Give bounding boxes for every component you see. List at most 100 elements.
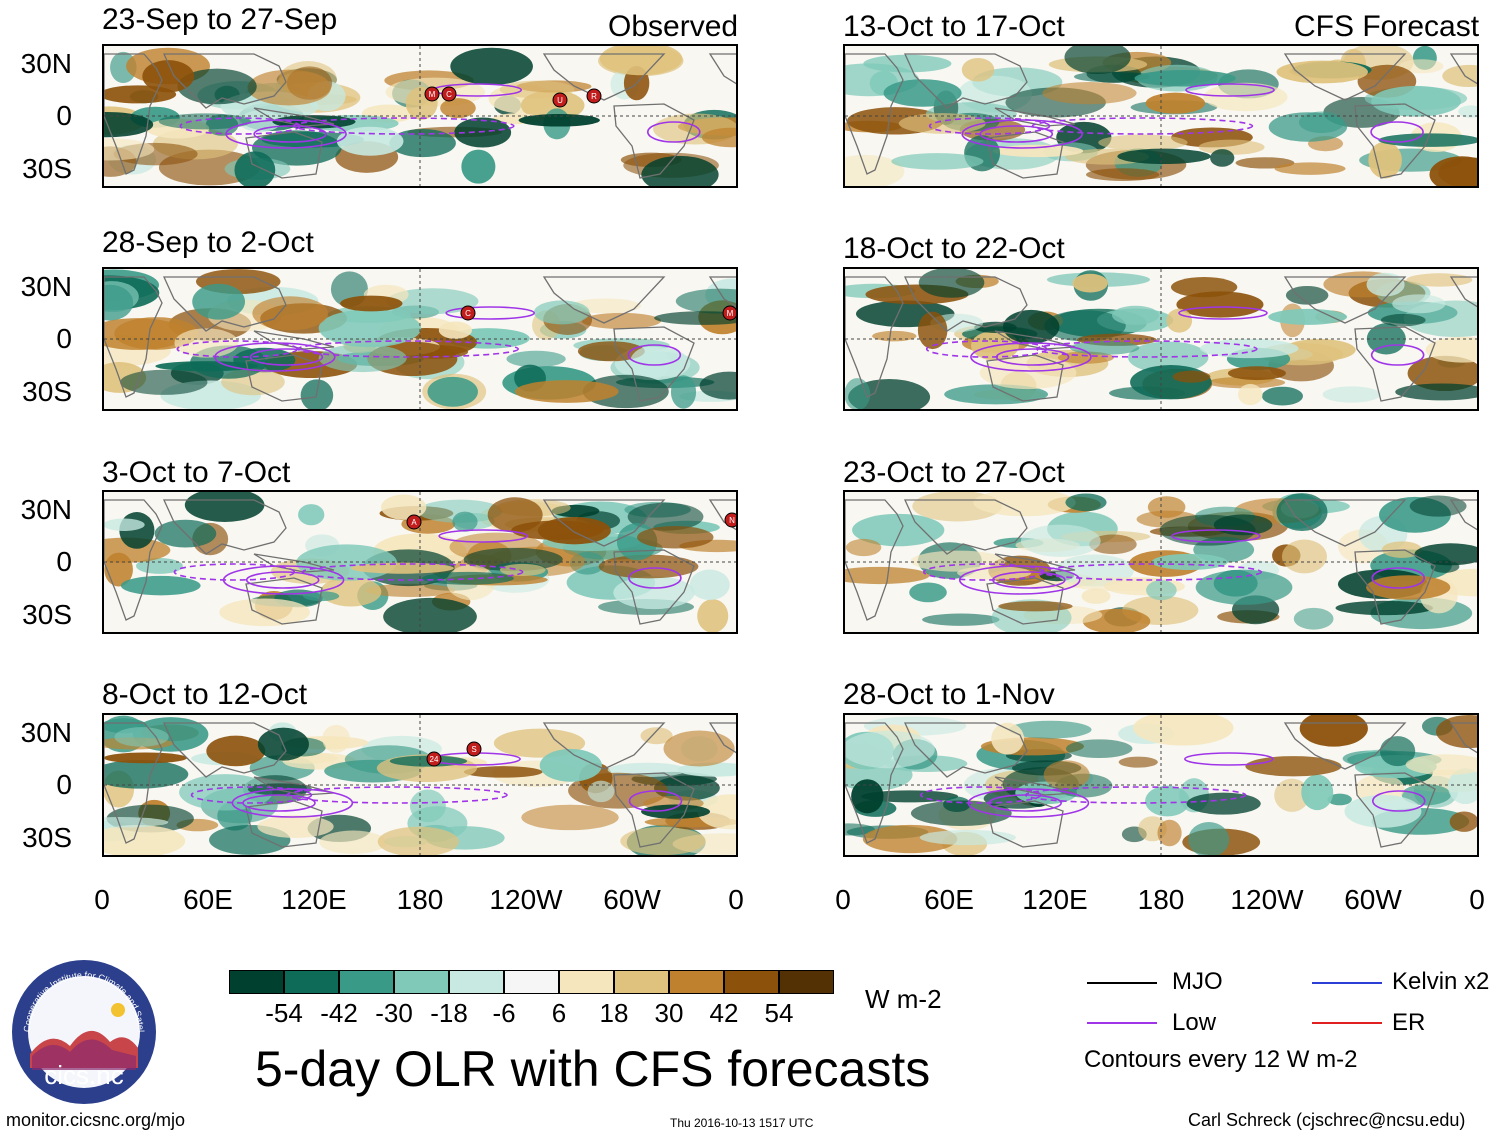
low-legend-label: Low [1172,1009,1217,1036]
olr-anomaly-blob [1086,168,1160,182]
olr-anomaly-blob [1145,785,1190,817]
olr-anomaly-blob [613,576,695,610]
lat-label: 30S [22,599,72,630]
olr-anomaly-blob [1368,141,1402,179]
olr-anomaly-blob [1134,70,1236,87]
lon-label: 180 [1137,884,1185,915]
lat-label: 0 [56,769,72,800]
olr-anomaly-blob [463,547,563,572]
olr-anomaly-blob [1098,134,1188,151]
olr-anomaly-blob [1170,277,1238,298]
olr-anomaly-blob [1409,495,1467,517]
olr-anomaly-blob [120,575,201,596]
coastline [253,553,335,573]
olr-map: 24 S [102,713,738,857]
olr-anomaly-blob [1276,60,1368,84]
olr-anomaly-blob [1042,81,1137,105]
olr-anomaly-blob [587,780,615,803]
olr-anomaly-blob [919,829,1016,846]
olr-field: 24 S [104,715,736,855]
olr-anomaly-blob [641,155,719,186]
svg-text:U: U [557,96,563,105]
coastline [542,276,666,324]
olr-anomaly-blob [340,295,403,312]
olr-anomaly-blob [298,504,325,526]
coastline [542,499,666,547]
low-contour [292,117,515,135]
olr-anomaly-blob [637,525,714,549]
colorbar-swatch [559,970,614,994]
low-contour [1178,306,1268,320]
olr-anomaly-blob [852,513,945,547]
low-contour [297,340,519,358]
low-contour [179,117,302,135]
coastline [845,53,904,175]
colorbar-label: -6 [492,998,516,1028]
svg-text:M: M [429,90,436,99]
olr-anomaly-blob [922,613,1000,626]
main-title: 5-day OLR with CFS forecasts [255,1041,931,1097]
colorbar-swatch [724,970,779,994]
coastline [162,276,287,332]
olr-anomaly-blob [1172,370,1211,383]
olr-anomaly-blob [318,309,422,348]
olr-anomaly-blob [1274,162,1346,175]
svg-text:24: 24 [430,755,439,764]
olr-anomaly-blob [697,794,736,830]
olr-anomaly-blob [1002,309,1060,344]
olr-anomaly-blob [1213,514,1273,536]
olr-anomaly-blob [910,550,1006,572]
olr-anomaly-blob [1043,760,1090,790]
olr-anomaly-blob [883,79,962,107]
olr-anomaly-blob [461,149,496,184]
low-contour [438,529,528,543]
olr-anomaly-blob [114,727,169,747]
low-contour [173,563,296,581]
lon-label: 120W [1230,884,1304,915]
observed-label: Observed [608,10,739,43]
low-contour [628,567,682,589]
olr-anomaly-blob [417,499,503,523]
olr-anomaly-blob [917,311,948,350]
low-contour [1024,786,1247,804]
olr-anomaly-blob [845,538,882,557]
colorbar-label: -54 [265,998,303,1028]
coastline [903,722,1028,778]
olr-anomaly-blob [1157,819,1182,847]
er-legend-line [1312,1022,1382,1024]
coastline [1283,276,1407,324]
olr-anomaly-blob [627,502,704,531]
olr-anomaly-blob [991,722,1025,755]
olr-anomaly-blob [697,599,729,632]
olr-anomaly-blob [1276,493,1328,532]
olr-anomaly-blob [979,356,1077,390]
coastline [1283,722,1407,770]
low-contour [286,786,508,804]
coastline [986,577,1064,625]
olr-anomaly-blob [177,68,257,105]
olr-anomaly-blob [1186,792,1261,815]
olr-anomaly-blob [1447,768,1477,805]
olr-anomaly-blob [499,563,546,576]
footer-url[interactable]: monitor.cicsnc.org/mjo [6,1110,186,1130]
low-contour [920,786,1042,804]
low-contour [628,790,683,812]
coastline [613,772,695,848]
olr-anomaly-blob [1245,756,1342,777]
coastline [994,553,1076,573]
svg-text:S: S [471,745,476,754]
low-contour [627,344,682,366]
olr-map [843,713,1479,857]
panel-title: 18-Oct to 22-Oct [843,232,1065,265]
olr-anomaly-blob [1407,355,1477,392]
olr-anomaly-blob [142,60,195,93]
coastline [986,800,1064,848]
olr-anomaly-blob [1429,156,1477,186]
coastline [986,354,1064,402]
coastline [162,53,287,109]
olr-anomaly-blob [629,346,670,380]
olr-anomaly-blob [654,311,736,325]
coastline [542,53,666,101]
low-contour [1185,83,1275,97]
